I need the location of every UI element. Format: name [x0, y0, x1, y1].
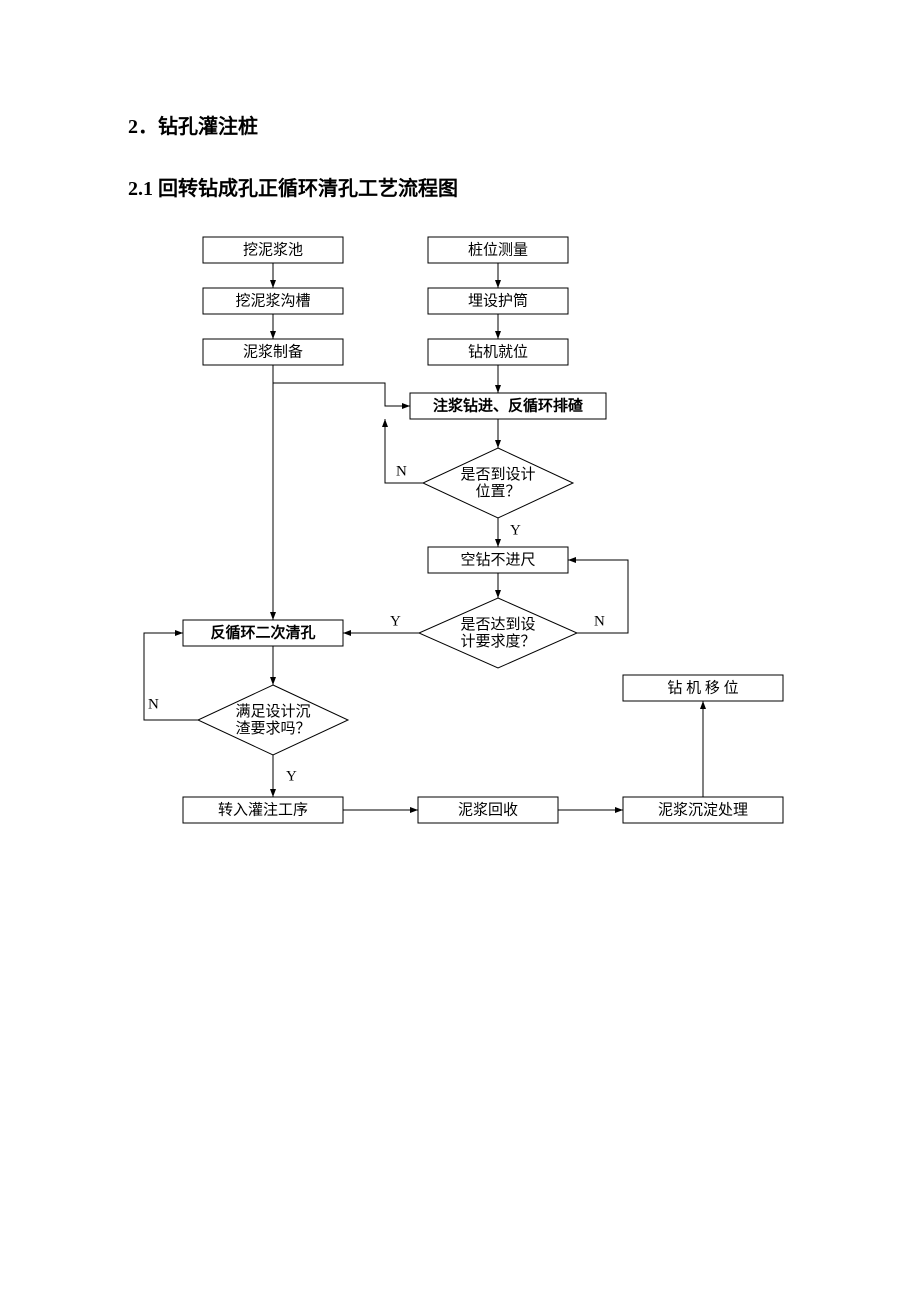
node-label: 挖泥浆池: [243, 240, 303, 258]
node-g4: 钻 机 移 位: [623, 675, 783, 701]
node-c1: 注浆钻进、反循环排碴: [410, 393, 606, 419]
node-a2: 挖泥浆沟槽: [203, 288, 343, 314]
node-d1: 是否到设计位置？: [423, 448, 573, 518]
node-label: 渣要求吗？: [235, 720, 310, 737]
node-label: 钻机就位: [468, 343, 528, 360]
edge-label: Y: [510, 522, 521, 538]
edge-label: N: [594, 613, 605, 629]
node-g3: 泥浆沉淀处理: [623, 797, 783, 823]
node-g1: 转入灌注工序: [183, 797, 343, 823]
edge-label: Y: [286, 768, 297, 784]
node-a3: 泥浆制备: [203, 339, 343, 365]
edge: [273, 365, 410, 406]
node-f1: 反循环二次清孔: [183, 620, 343, 646]
node-label: 反循环二次清孔: [210, 623, 315, 641]
edge-label: Y: [390, 613, 401, 629]
node-label: 位置？: [475, 483, 520, 500]
node-d2: 是否达到设计要求度？: [419, 598, 577, 668]
heading-2: 2.1 回转钻成孔正循环清孔工艺流程图: [128, 172, 458, 201]
node-label: 钻 机 移 位: [667, 679, 738, 696]
node-b1: 桩位测量: [428, 237, 568, 263]
node-label: 泥浆回收: [458, 800, 518, 818]
node-label: 是否达到设: [460, 616, 535, 633]
node-label: 泥浆制备: [243, 342, 303, 360]
node-label: 空钻不进尺: [460, 551, 535, 568]
node-label: 埋设护筒: [468, 292, 528, 309]
node-e1: 空钻不进尺: [428, 547, 568, 573]
node-a1: 挖泥浆池: [203, 237, 343, 263]
node-label: 注浆钻进、反循环排碴: [433, 396, 584, 414]
node-label: 是否到设计: [460, 466, 535, 483]
page: 2．钻孔灌注桩 2.1 回转钻成孔正循环清孔工艺流程图 N Y N Y N Y 挖泥浆池挖泥…: [0, 0, 920, 1302]
node-g2: 泥浆回收: [418, 797, 558, 823]
node-label: 满足设计沉: [235, 703, 310, 720]
heading-1: 2．钻孔灌注桩: [128, 110, 258, 139]
node-label: 转入灌注工序: [218, 801, 308, 818]
flowchart: N Y N Y N Y 挖泥浆池挖泥浆沟槽泥浆制备 桩位测量埋设护筒钻机就位注浆钻进、反循环排…: [128, 225, 808, 865]
node-label: 泥浆沉淀处理: [658, 800, 748, 818]
node-label: 挖泥浆沟槽: [235, 291, 310, 309]
node-label: 桩位测量: [468, 241, 528, 258]
node-b2: 埋设护筒: [428, 288, 568, 314]
node-d3: 满足设计沉渣要求吗？: [198, 685, 348, 755]
edge-label: N: [396, 463, 407, 479]
node-label: 计要求度？: [460, 633, 535, 650]
node-b3: 钻机就位: [428, 339, 568, 365]
edge-label: N: [148, 696, 159, 712]
